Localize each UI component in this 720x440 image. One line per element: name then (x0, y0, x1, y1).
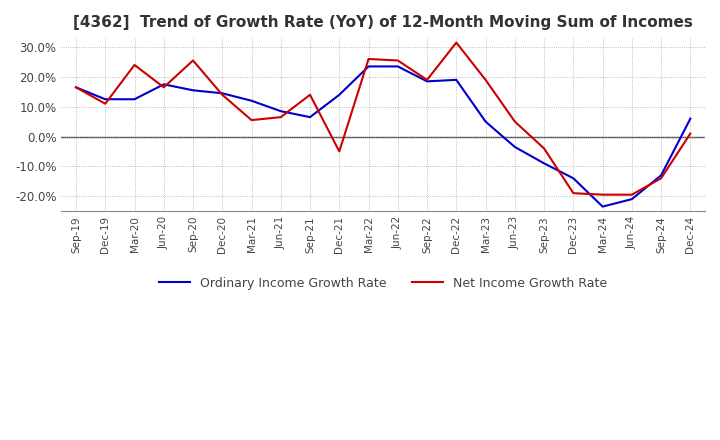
Net Income Growth Rate (423, 77, 431, 83)
Ordinary Income Growth Rate (101, 97, 109, 102)
Ordinary Income Growth Rate (276, 109, 285, 114)
Net Income Growth Rate (189, 58, 197, 63)
Ordinary Income Growth Rate (72, 84, 81, 90)
Ordinary Income Growth Rate (510, 144, 519, 150)
Ordinary Income Growth Rate (394, 64, 402, 69)
Net Income Growth Rate (101, 101, 109, 106)
Net Income Growth Rate (394, 58, 402, 63)
Net Income Growth Rate (452, 40, 461, 45)
Line: Net Income Growth Rate: Net Income Growth Rate (76, 43, 690, 194)
Ordinary Income Growth Rate (686, 116, 695, 121)
Legend: Ordinary Income Growth Rate, Net Income Growth Rate: Ordinary Income Growth Rate, Net Income … (154, 272, 612, 295)
Line: Ordinary Income Growth Rate: Ordinary Income Growth Rate (76, 66, 690, 207)
Ordinary Income Growth Rate (306, 114, 315, 120)
Ordinary Income Growth Rate (247, 98, 256, 103)
Ordinary Income Growth Rate (598, 204, 607, 209)
Ordinary Income Growth Rate (657, 172, 665, 178)
Net Income Growth Rate (335, 149, 343, 154)
Net Income Growth Rate (657, 176, 665, 181)
Net Income Growth Rate (569, 191, 577, 196)
Title: [4362]  Trend of Growth Rate (YoY) of 12-Month Moving Sum of Incomes: [4362] Trend of Growth Rate (YoY) of 12-… (73, 15, 693, 30)
Net Income Growth Rate (628, 192, 636, 197)
Net Income Growth Rate (540, 146, 549, 151)
Net Income Growth Rate (276, 114, 285, 120)
Ordinary Income Growth Rate (452, 77, 461, 83)
Ordinary Income Growth Rate (569, 176, 577, 181)
Ordinary Income Growth Rate (481, 119, 490, 124)
Net Income Growth Rate (159, 84, 168, 90)
Net Income Growth Rate (130, 62, 139, 68)
Net Income Growth Rate (598, 192, 607, 197)
Net Income Growth Rate (218, 92, 227, 97)
Ordinary Income Growth Rate (159, 82, 168, 87)
Net Income Growth Rate (247, 117, 256, 123)
Net Income Growth Rate (481, 77, 490, 83)
Net Income Growth Rate (72, 84, 81, 90)
Ordinary Income Growth Rate (335, 92, 343, 97)
Net Income Growth Rate (364, 56, 373, 62)
Ordinary Income Growth Rate (218, 91, 227, 96)
Ordinary Income Growth Rate (189, 88, 197, 93)
Ordinary Income Growth Rate (130, 97, 139, 102)
Net Income Growth Rate (686, 131, 695, 136)
Net Income Growth Rate (306, 92, 315, 97)
Ordinary Income Growth Rate (628, 197, 636, 202)
Net Income Growth Rate (510, 119, 519, 124)
Ordinary Income Growth Rate (423, 79, 431, 84)
Ordinary Income Growth Rate (540, 161, 549, 166)
Ordinary Income Growth Rate (364, 64, 373, 69)
